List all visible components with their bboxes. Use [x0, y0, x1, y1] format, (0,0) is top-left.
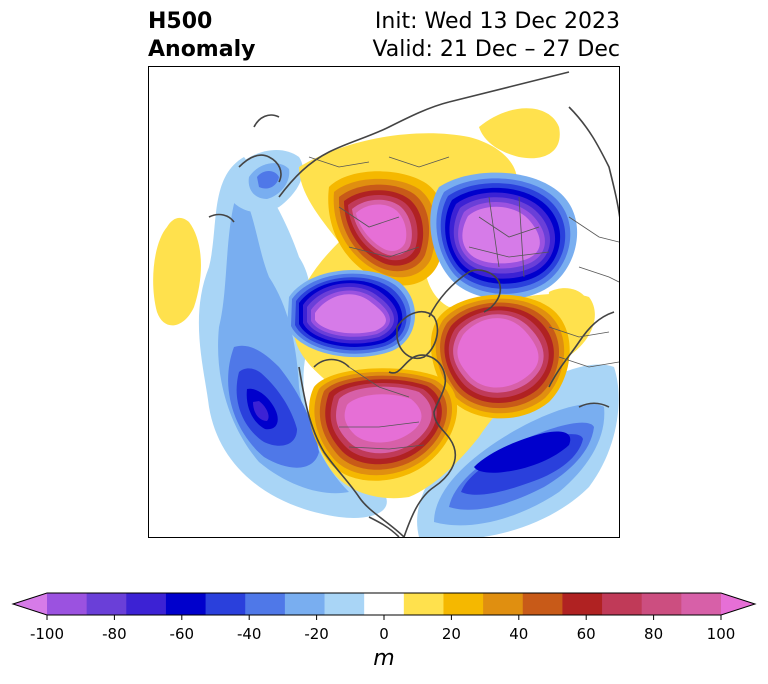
colorbar-swatch [165, 593, 207, 615]
map-title: H500 Anomaly [148, 8, 255, 64]
init-date: Init: Wed 13 Dec 2023 [374, 9, 620, 34]
ridge-northern-russia [430, 294, 570, 419]
colorbar-swatch [681, 593, 722, 615]
trough-northern-europe [287, 270, 416, 358]
trough-pacific-envelope [198, 157, 387, 518]
colorbar [11, 592, 757, 620]
colorbar-tick-label: 40 [509, 625, 529, 643]
colorbar-swatch [205, 593, 246, 615]
colorbar-units: m [373, 646, 395, 671]
colorbar-swatch [364, 593, 405, 615]
trough-bering [229, 149, 303, 213]
title-field-type: Anomaly [148, 37, 256, 62]
colorbar-ticks [46, 615, 722, 620]
colorbar-extend-min [13, 593, 47, 615]
colorbar-tick-label: -40 [236, 625, 262, 643]
colorbar-swatch [641, 593, 682, 615]
colorbar-swatch [522, 593, 563, 615]
colorbar-tick-label: 0 [379, 625, 389, 643]
colorbar-tick-label: -60 [169, 625, 195, 643]
colorbar-swatches [11, 592, 757, 616]
map-dates: Init: Wed 13 Dec 2023 Valid: 21 Dec – 27… [372, 8, 620, 64]
title-field: H500 [148, 9, 213, 34]
trough-north-atlantic [417, 364, 619, 537]
colorbar-swatch [284, 593, 326, 615]
colorbar-swatch [403, 593, 444, 615]
map-panel [148, 66, 620, 538]
colorbar-swatch [245, 593, 286, 615]
colorbar-tick-label: 100 [706, 625, 736, 643]
colorbar-swatch [86, 593, 127, 615]
colorbar-swatch [324, 593, 365, 615]
colorbar-swatch [126, 593, 167, 615]
colorbar-tick-label: 80 [644, 625, 664, 643]
anomaly-map [149, 67, 619, 537]
colorbar-tick-label: 20 [441, 625, 461, 643]
coastlines [208, 71, 619, 537]
colorbar-swatch [562, 593, 603, 615]
colorbar-tick-label: -80 [102, 625, 127, 643]
colorbar-swatch [47, 593, 88, 615]
ridge-alaska-beaufort [328, 171, 446, 286]
valid-range: Valid: 21 Dec – 27 Dec [372, 37, 620, 62]
colorbar-swatch [483, 593, 524, 615]
colorbar-tick-label: 60 [576, 625, 596, 643]
trough-central-siberia [430, 172, 578, 300]
colorbar-extend-max [721, 593, 755, 615]
colorbar-tick-label: -20 [304, 625, 329, 643]
colorbar-swatch [602, 593, 643, 615]
colorbar-swatch [443, 593, 484, 615]
colorbar-tick-label: -100 [29, 625, 65, 643]
political-borders [308, 156, 619, 450]
